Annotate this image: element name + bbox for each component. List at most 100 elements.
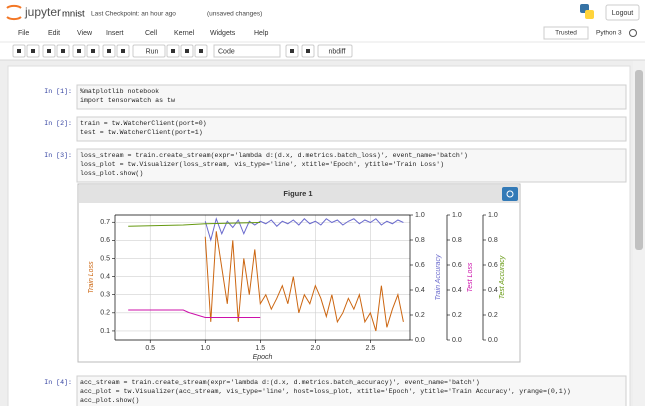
- code-cell-input[interactable]: [76, 148, 627, 183]
- y-tick-label: 0.2: [100, 310, 110, 317]
- code-cell-input[interactable]: [76, 375, 627, 406]
- y-tick-label: 0.0: [452, 337, 462, 344]
- y-tick-label: 0.1: [100, 328, 110, 335]
- y-tick-label: 0.8: [488, 237, 498, 244]
- run-label[interactable]: Run: [146, 48, 159, 55]
- figure-window: [77, 183, 521, 363]
- code-line: import tensorwatch as tw: [80, 97, 175, 104]
- y-tick-label: 1.0: [452, 212, 462, 219]
- figure-titlebar: [79, 185, 519, 203]
- nbdiff-label[interactable]: nbdiff: [329, 48, 346, 55]
- trusted-indicator[interactable]: [543, 26, 589, 40]
- figure-close-icon[interactable]: [506, 190, 514, 198]
- figure-title: Figure 1: [283, 189, 312, 198]
- logo-arc: [6, 4, 22, 9]
- x-tick-label: 2.5: [366, 345, 376, 352]
- autosave-status: (unsaved changes): [207, 11, 262, 18]
- y-tick-label: 0.6: [100, 237, 110, 244]
- menu-item[interactable]: Kernel: [174, 30, 195, 37]
- toolbar-icon: [17, 49, 21, 53]
- toolbar-icon: [107, 49, 111, 53]
- kernel-indicator: [629, 29, 637, 37]
- y-axis-label: Train Loss: [88, 261, 95, 294]
- x-tick-label: 2.0: [310, 345, 320, 352]
- toolbar-icon: [61, 49, 65, 53]
- y-axis-label: Test Loss: [467, 262, 474, 292]
- menu-item[interactable]: Insert: [106, 30, 124, 37]
- code-cell-input[interactable]: [76, 84, 627, 110]
- logo-arc: [6, 16, 22, 21]
- y-tick-label: 1.0: [415, 212, 425, 219]
- cell-type-label[interactable]: Code: [218, 48, 235, 55]
- y-tick-label: 0.4: [415, 287, 425, 294]
- x-tick-label: 1.0: [200, 345, 210, 352]
- toolbar-icon: [199, 49, 203, 53]
- y-tick-label: 0.2: [452, 312, 462, 319]
- toolbar-icon: [31, 49, 35, 53]
- code-line: acc_plot.show(): [80, 397, 139, 404]
- y-tick-label: 0.4: [100, 273, 110, 280]
- y-tick-label: 0.0: [415, 337, 425, 344]
- figure-close-button[interactable]: [502, 187, 518, 201]
- menu-item[interactable]: File: [18, 30, 29, 37]
- cell-prompt: In [1]:: [44, 88, 72, 95]
- trusted-label[interactable]: Trusted: [555, 30, 577, 37]
- code-line: loss_plot.show(): [80, 170, 143, 177]
- logout-label[interactable]: Logout: [612, 10, 633, 17]
- toolbar-icon: [77, 49, 81, 53]
- y-tick-label: 0.6: [415, 262, 425, 269]
- checkpoint: Last Checkpoint: an hour ago: [91, 11, 176, 18]
- menu-item[interactable]: Cell: [145, 30, 158, 37]
- data-line: [128, 309, 261, 318]
- code-line: loss_plot = tw.Visualizer(loss_stream, v…: [80, 161, 444, 168]
- toolbar-button[interactable]: [317, 44, 353, 58]
- notebook-name[interactable]: mnist: [62, 9, 85, 20]
- y-tick-label: 0.3: [100, 292, 110, 299]
- toolbar-icon: [290, 49, 294, 53]
- cell-prompt: In [2]:: [44, 120, 72, 127]
- toolbar-icon: [47, 49, 51, 53]
- cell-prompt: In [3]:: [44, 152, 72, 159]
- y-tick-label: 1.0: [488, 212, 498, 219]
- x-axis-label: Epoch: [253, 354, 273, 361]
- y-tick-label: 0.4: [452, 287, 462, 294]
- toolbar-icon: [121, 49, 125, 53]
- python-logo: [585, 10, 594, 19]
- cell-type-select[interactable]: [213, 44, 281, 58]
- code-line: test = tw.WatcherClient(port=1): [80, 129, 203, 136]
- menu-item[interactable]: Edit: [48, 30, 60, 37]
- y-tick-label: 0.8: [415, 237, 425, 244]
- y-tick-label: 0.0: [488, 337, 498, 344]
- kernel-name[interactable]: Python 3: [596, 30, 622, 37]
- y-tick-label: 0.4: [488, 287, 498, 294]
- code-cell-input[interactable]: [76, 116, 627, 142]
- logout-button[interactable]: [605, 4, 640, 21]
- menu-item[interactable]: Widgets: [210, 30, 236, 37]
- code-line: %matplotlib notebook: [80, 88, 159, 95]
- data-line: [204, 217, 404, 242]
- y-tick-label: 0.2: [488, 312, 498, 319]
- y-tick-label: 0.7: [100, 219, 110, 226]
- code-line: train = tw.WatcherClient(port=0): [80, 120, 207, 127]
- y-tick-label: 0.5: [100, 255, 110, 262]
- code-line: acc_stream = train.create_stream(expr='l…: [80, 379, 480, 386]
- y-axis-label: Train Accuracy: [435, 254, 442, 300]
- y-tick-label: 0.6: [452, 262, 462, 269]
- menu-item[interactable]: Help: [254, 30, 269, 37]
- toolbar-icon: [306, 49, 310, 53]
- code-line: acc_plot = tw.Visualizer(acc_stream, vis…: [80, 388, 571, 395]
- toolbar-icon: [185, 49, 189, 53]
- y-tick-label: 0.8: [452, 237, 462, 244]
- y-tick-label: 0.6: [488, 262, 498, 269]
- toolbar-button[interactable]: [132, 44, 166, 58]
- data-line: [204, 231, 404, 332]
- data-line: [128, 222, 261, 227]
- code-line: loss_stream = train.create_stream(expr='…: [80, 152, 468, 159]
- y-axis-label: Test Accuracy: [499, 255, 506, 299]
- x-tick-label: 0.5: [145, 345, 155, 352]
- scrollbar-thumb[interactable]: [635, 70, 643, 250]
- logo-text[interactable]: jupyter: [24, 5, 61, 19]
- menu-item[interactable]: View: [77, 30, 93, 37]
